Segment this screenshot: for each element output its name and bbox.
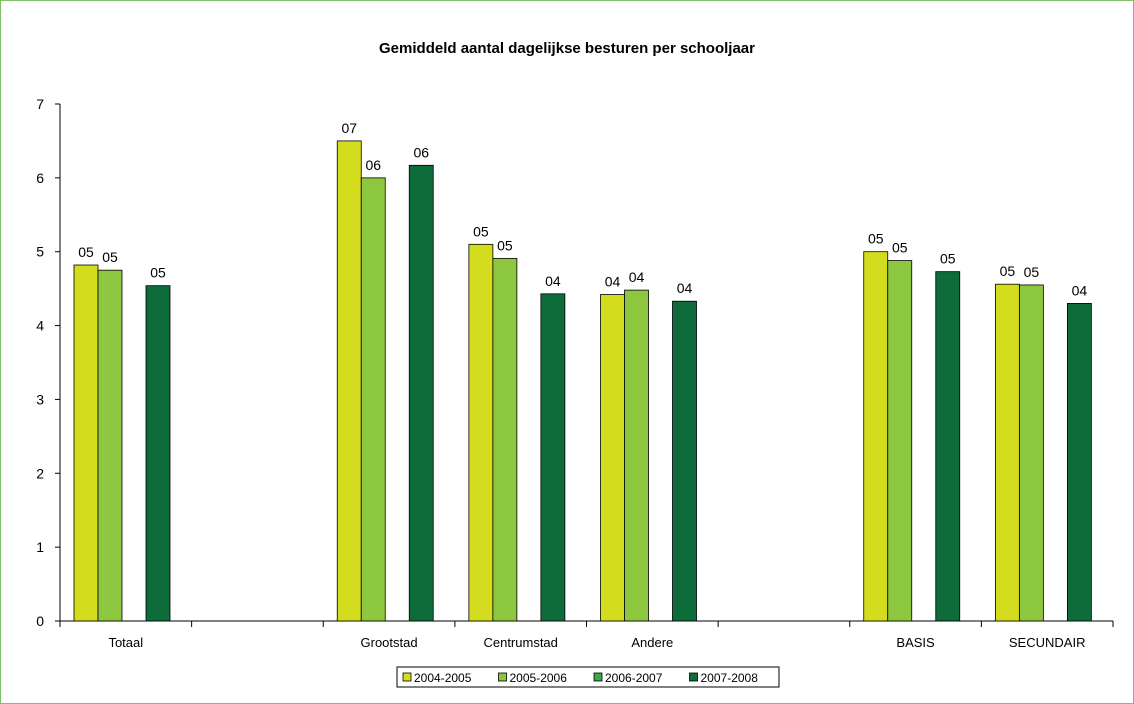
y-tick-label: 7 [36, 96, 44, 112]
bar [360, 177, 386, 622]
data-label: 05 [150, 265, 166, 281]
bar [336, 140, 362, 622]
bar [97, 269, 123, 622]
legend-box [396, 666, 780, 688]
legend-label: 2006-2007 [605, 671, 663, 685]
x-tick-label: SECUNDAIR [1009, 635, 1086, 650]
bar [935, 271, 961, 622]
data-label: 05 [892, 240, 908, 256]
data-label: 04 [1072, 282, 1088, 298]
bar [1066, 303, 1092, 622]
data-label: 04 [605, 274, 621, 290]
bars [73, 140, 1092, 622]
data-label: 05 [102, 249, 118, 265]
legend-swatch [402, 672, 412, 682]
legend-swatch [689, 672, 698, 682]
x-tick-label: Andere [631, 635, 673, 650]
data-label: 04 [677, 280, 693, 296]
legend-label: 2005-2006 [510, 671, 568, 685]
bar [73, 264, 99, 622]
y-tick-label: 3 [36, 391, 44, 407]
bar [408, 164, 434, 622]
y-tick-label: 2 [36, 465, 44, 481]
data-label: 07 [341, 120, 357, 136]
axes: 0 1 2 3 4 5 6 7 Totaal Grootstad Centrumstad Andere… [36, 96, 1114, 650]
data-label: 05 [940, 251, 956, 267]
data-label: 04 [629, 269, 645, 285]
data-label: 05 [78, 244, 94, 260]
y-tick-label: 5 [36, 244, 44, 260]
y-tick-label: 0 [36, 613, 44, 629]
legend: 2004-2005 2005-2006 2006-2007 2007-2008 [396, 666, 780, 688]
data-label: 05 [473, 223, 489, 239]
x-tick-label: Grootstad [361, 635, 418, 650]
bar [468, 243, 494, 622]
data-label: 05 [1000, 263, 1016, 279]
bar [1018, 284, 1044, 622]
legend-label: 2007-2008 [701, 671, 759, 685]
data-label: 06 [413, 144, 429, 160]
y-tick-label: 6 [36, 170, 44, 186]
legend-label: 2004-2005 [414, 671, 472, 685]
data-label: 04 [545, 273, 561, 289]
x-tick-label: Centrumstad [483, 635, 557, 650]
y-tick-label: 4 [36, 318, 44, 334]
bar [492, 257, 518, 622]
data-label: 05 [1024, 264, 1040, 280]
x-tick-label: BASIS [896, 635, 935, 650]
bar [672, 300, 697, 622]
data-label: 05 [868, 231, 884, 247]
bar [600, 294, 625, 622]
bar [994, 283, 1020, 622]
bar [624, 289, 649, 622]
legend-swatch [593, 672, 603, 682]
bar [863, 251, 889, 622]
legend-swatch [498, 672, 507, 682]
chart-title: Gemiddeld aantal dagelijkse besturen per… [379, 40, 755, 57]
data-label: 05 [497, 237, 513, 253]
y-tick-label: 1 [36, 539, 44, 555]
x-tick-label: Totaal [108, 635, 143, 650]
data-labels: 05 07 05 04 05 05 05 06 05 04 05 05 05 06 04 04 05 04 [78, 120, 1087, 298]
data-label: 06 [365, 157, 381, 173]
bar [887, 260, 913, 622]
bar [540, 293, 566, 622]
bar [145, 285, 171, 622]
